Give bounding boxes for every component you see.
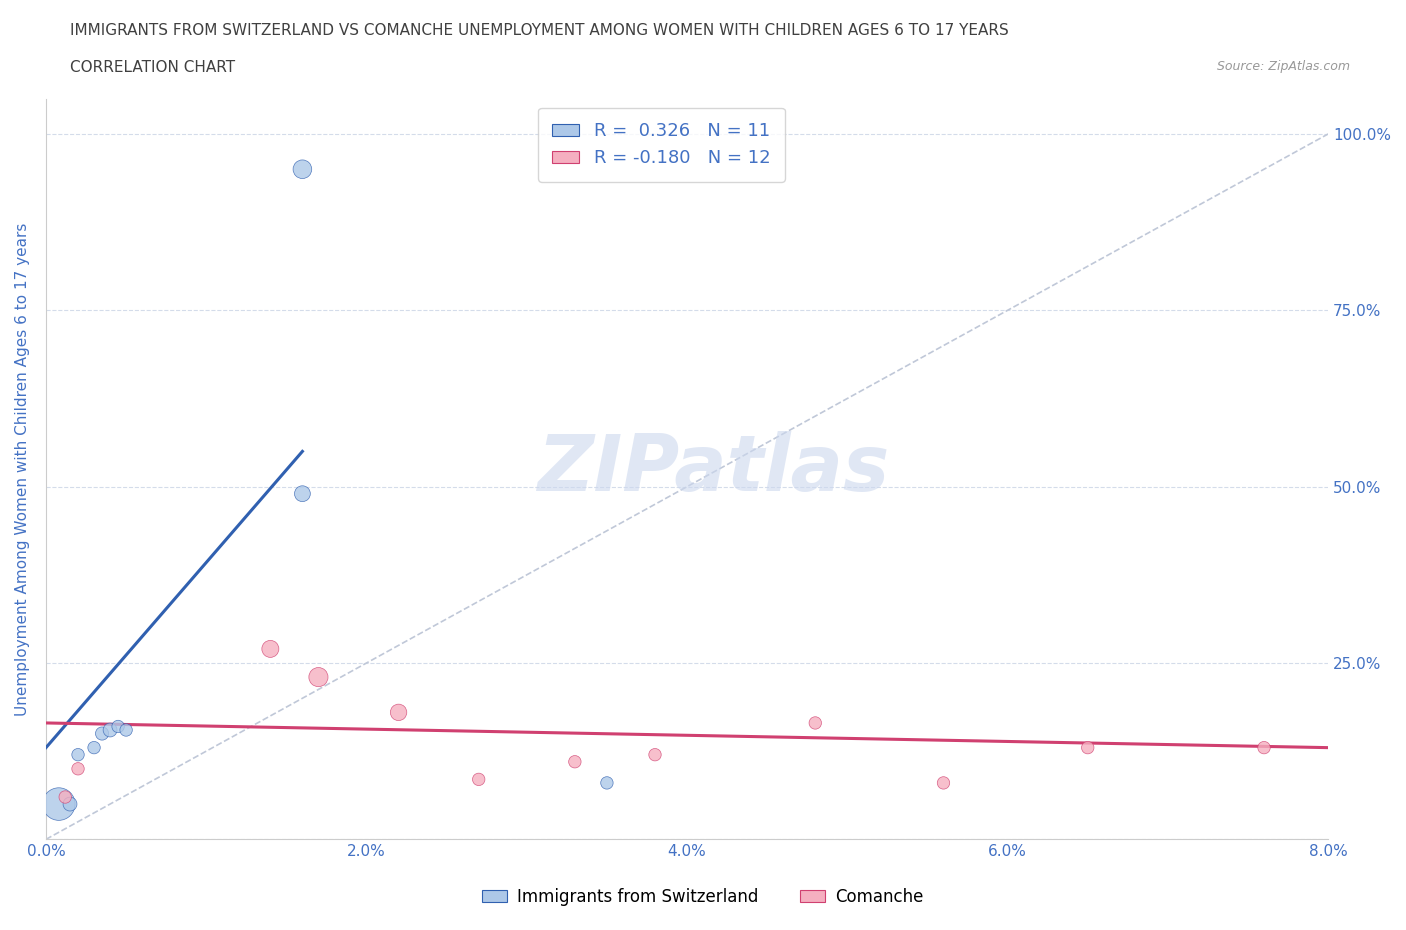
Point bbox=[66, 747, 89, 762]
Point bbox=[1077, 740, 1099, 755]
Point bbox=[48, 797, 70, 812]
Point bbox=[107, 719, 129, 734]
Point bbox=[387, 705, 409, 720]
Point bbox=[564, 754, 586, 769]
Legend: R =  0.326   N = 11, R = -0.180   N = 12: R = 0.326 N = 11, R = -0.180 N = 12 bbox=[538, 108, 785, 181]
Legend: Immigrants from Switzerland, Comanche: Immigrants from Switzerland, Comanche bbox=[475, 881, 931, 912]
Text: CORRELATION CHART: CORRELATION CHART bbox=[70, 60, 235, 75]
Point bbox=[307, 670, 329, 684]
Point bbox=[467, 772, 489, 787]
Point bbox=[53, 790, 76, 804]
Point bbox=[644, 747, 666, 762]
Point bbox=[1253, 740, 1275, 755]
Point bbox=[804, 715, 827, 730]
Point bbox=[259, 642, 281, 657]
Point bbox=[66, 762, 89, 777]
Text: Source: ZipAtlas.com: Source: ZipAtlas.com bbox=[1216, 60, 1350, 73]
Point bbox=[596, 776, 619, 790]
Point bbox=[291, 162, 314, 177]
Point bbox=[115, 723, 138, 737]
Point bbox=[98, 723, 121, 737]
Point bbox=[932, 776, 955, 790]
Point bbox=[91, 726, 114, 741]
Text: ZIPatlas: ZIPatlas bbox=[537, 431, 889, 507]
Y-axis label: Unemployment Among Women with Children Ages 6 to 17 years: Unemployment Among Women with Children A… bbox=[15, 222, 30, 716]
Text: IMMIGRANTS FROM SWITZERLAND VS COMANCHE UNEMPLOYMENT AMONG WOMEN WITH CHILDREN A: IMMIGRANTS FROM SWITZERLAND VS COMANCHE … bbox=[70, 23, 1010, 38]
Point bbox=[59, 797, 82, 812]
Point bbox=[83, 740, 105, 755]
Point bbox=[291, 486, 314, 501]
